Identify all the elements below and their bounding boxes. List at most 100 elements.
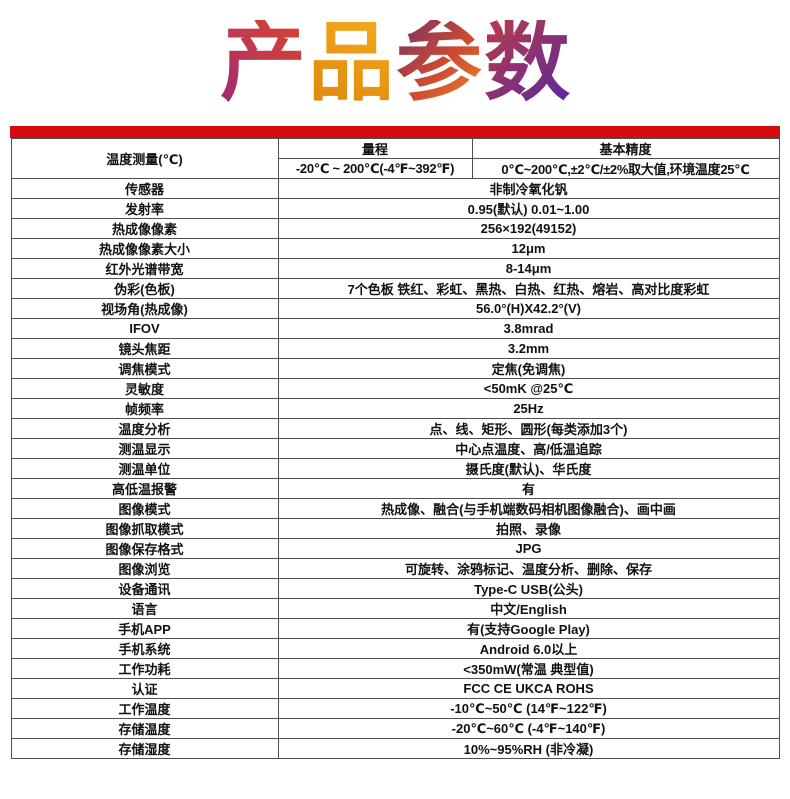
spec-row: 测温单位 摄氏度(默认)、华氏度 — [10, 458, 780, 479]
spec-label-cell: 存储湿度 — [10, 738, 279, 759]
spec-value-cell: 点、线、矩形、圆形(每类添加3个) — [277, 418, 780, 439]
spec-value-cell: 12μm — [277, 238, 780, 259]
spec-row: 传感器 非制冷氧化钒 — [10, 178, 780, 199]
spec-row: 高低温报警 有 — [10, 478, 780, 499]
spec-label-cell: 发射率 — [10, 198, 279, 219]
spec-row: 热成像像素 256×192(49152) — [10, 218, 780, 239]
accuracy-value-cell: 0℃~200℃,±2℃/±2%取大值,环境温度25℃ — [471, 158, 780, 179]
spec-row: 调焦模式 定焦(免调焦) — [10, 358, 780, 379]
spec-row: 伪彩(色板) 7个色板 铁红、彩虹、黑热、白热、红热、熔岩、高对比度彩虹 — [10, 278, 780, 299]
spec-label-cell: 存储温度 — [10, 718, 279, 739]
spec-label-cell: 语言 — [10, 598, 279, 619]
spec-row: 图像抓取模式 拍照、录像 — [10, 518, 780, 539]
spec-label-cell: 工作温度 — [10, 698, 279, 719]
spec-label-cell: 帧频率 — [10, 398, 279, 419]
spec-row: 图像保存格式 JPG — [10, 538, 780, 559]
spec-value-cell: 拍照、录像 — [277, 518, 780, 539]
spec-row: 帧频率 25Hz — [10, 398, 780, 419]
spec-label-cell: 热成像像素 — [10, 218, 279, 239]
spec-row: 图像浏览 可旋转、涂鸦标记、温度分析、删除、保存 — [10, 558, 780, 579]
spec-label-cell: 调焦模式 — [10, 358, 279, 379]
spec-label-cell: 认证 — [10, 678, 279, 699]
spec-label-cell: 图像浏览 — [10, 558, 279, 579]
spec-label-cell: 温度测量(℃) — [10, 138, 279, 179]
range-header-cell: 量程 — [277, 138, 473, 159]
title-char-1: 产 — [220, 15, 306, 111]
spec-value-cell: 有 — [277, 478, 780, 499]
spec-value-cell: -10℃~50℃ (14℉~122℉) — [277, 698, 780, 719]
spec-value-cell: 256×192(49152) — [277, 218, 780, 239]
spec-value-cell: 8-14μm — [277, 258, 780, 279]
spec-row: 工作温度 -10℃~50℃ (14℉~122℉) — [10, 698, 780, 719]
spec-row: 语言 中文/English — [10, 598, 780, 619]
spec-value-cell: <350mW(常温 典型值) — [277, 658, 780, 679]
spec-row: 测温显示 中心点温度、高/低温追踪 — [10, 438, 780, 459]
spec-row: IFOV 3.8mrad — [10, 318, 780, 339]
spec-value-cell: 3.8mrad — [277, 318, 780, 339]
spec-value-cell: 25Hz — [277, 398, 780, 419]
spec-label-cell: 图像抓取模式 — [10, 518, 279, 539]
spec-value-cell: 摄氏度(默认)、华氏度 — [277, 458, 780, 479]
spec-value-cell: 0.95(默认) 0.01~1.00 — [277, 198, 780, 219]
spec-header-row: 温度测量(℃) 量程 基本精度 — [10, 138, 780, 179]
spec-label-cell: 温度分析 — [10, 418, 279, 439]
spec-label-cell: 灵敏度 — [10, 378, 279, 399]
spec-label-cell: 设备通讯 — [10, 578, 279, 599]
spec-row: 红外光谱带宽 8-14μm — [10, 258, 780, 279]
spec-label-cell: 高低温报警 — [10, 478, 279, 499]
title-char-2: 品 — [308, 15, 394, 111]
spec-value-cell: 中心点温度、高/低温追踪 — [277, 438, 780, 459]
spec-value-cell: 56.0°(H)X42.2°(V) — [277, 298, 780, 319]
spec-row: 手机系统 Android 6.0以上 — [10, 638, 780, 659]
spec-value-cell: Android 6.0以上 — [277, 638, 780, 659]
spec-label-cell: 工作功耗 — [10, 658, 279, 679]
title-char-3: 参 — [396, 15, 482, 111]
spec-label-cell: 图像保存格式 — [10, 538, 279, 559]
spec-value-cell: 有(支持Google Play) — [277, 618, 780, 639]
spec-row: 图像模式 热成像、融合(与手机端数码相机图像融合)、画中画 — [10, 498, 780, 519]
spec-label-cell: 视场角(热成像) — [10, 298, 279, 319]
spec-value-cell: 热成像、融合(与手机端数码相机图像融合)、画中画 — [277, 498, 780, 519]
spec-row: 认证 FCC CE UKCA ROHS — [10, 678, 780, 699]
spec-label-cell: 镜头焦距 — [10, 338, 279, 359]
spec-row: 灵敏度 <50mK @25℃ — [10, 378, 780, 399]
spec-label-cell: 热成像像素大小 — [10, 238, 279, 259]
spec-label-cell: IFOV — [10, 318, 279, 339]
spec-value-cell: 3.2mm — [277, 338, 780, 359]
spec-row: 发射率 0.95(默认) 0.01~1.00 — [10, 198, 780, 219]
spec-row: 设备通讯 Type-C USB(公头) — [10, 578, 780, 599]
range-value-cell: -20℃ ~ 200℃(-4℉~392℉) — [277, 158, 473, 179]
spec-label-cell: 手机系统 — [10, 638, 279, 659]
spec-label-cell: 传感器 — [10, 178, 279, 199]
spec-value-cell: JPG — [277, 538, 780, 559]
spec-value-cell: 中文/English — [277, 598, 780, 619]
spec-row: 温度分析 点、线、矩形、圆形(每类添加3个) — [10, 418, 780, 439]
spec-value-cell: Type-C USB(公头) — [277, 578, 780, 599]
spec-label-cell: 红外光谱带宽 — [10, 258, 279, 279]
spec-row: 热成像像素大小 12μm — [10, 238, 780, 259]
spec-value-cell: 可旋转、涂鸦标记、温度分析、删除、保存 — [277, 558, 780, 579]
title-char-4: 数 — [484, 15, 570, 111]
spec-value-cell: 7个色板 铁红、彩虹、黑热、白热、红热、熔岩、高对比度彩虹 — [277, 278, 780, 299]
spec-row: 手机APP 有(支持Google Play) — [10, 618, 780, 639]
spec-row: 视场角(热成像) 56.0°(H)X42.2°(V) — [10, 298, 780, 319]
spec-value-cell: FCC CE UKCA ROHS — [277, 678, 780, 699]
spec-value-cell: 10%~95%RH (非冷凝) — [277, 738, 780, 759]
spec-label-cell: 测温显示 — [10, 438, 279, 459]
spec-value-cell: 非制冷氧化钒 — [277, 178, 780, 199]
spec-value-cell: 定焦(免调焦) — [277, 358, 780, 379]
spec-table: 温度测量(℃) 量程 基本精度 -20℃ ~ 200℃(-4℉~392℉) 0℃… — [10, 138, 780, 759]
spec-row: 存储温度 -20℃~60℃ (-4℉~140℉) — [10, 718, 780, 739]
spec-value-cell: <50mK @25℃ — [277, 378, 780, 399]
spec-label-cell: 测温单位 — [10, 458, 279, 479]
spec-label-cell: 伪彩(色板) — [10, 278, 279, 299]
page-title: 产 品 参 数 — [0, 0, 790, 120]
accent-bar — [10, 126, 780, 138]
spec-row: 存储湿度 10%~95%RH (非冷凝) — [10, 738, 780, 759]
spec-row: 镜头焦距 3.2mm — [10, 338, 780, 359]
spec-label-cell: 图像模式 — [10, 498, 279, 519]
spec-value-cell: -20℃~60℃ (-4℉~140℉) — [277, 718, 780, 739]
accuracy-header-cell: 基本精度 — [471, 138, 780, 159]
spec-row: 工作功耗 <350mW(常温 典型值) — [10, 658, 780, 679]
spec-label-cell: 手机APP — [10, 618, 279, 639]
